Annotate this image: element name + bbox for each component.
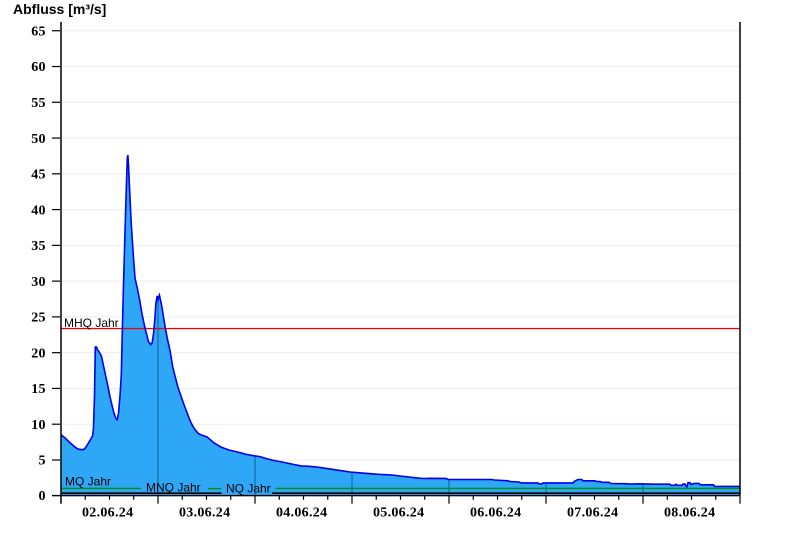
svg-text:50: 50 (31, 132, 46, 147)
svg-text:08.06.24: 08.06.24 (664, 505, 715, 520)
svg-text:Abfluss [m³/s]: Abfluss [m³/s] (13, 1, 106, 17)
svg-text:06.06.24: 06.06.24 (470, 505, 521, 520)
svg-text:60: 60 (31, 60, 46, 75)
svg-text:05.06.24: 05.06.24 (373, 505, 424, 520)
svg-text:MNQ Jahr: MNQ Jahr (146, 480, 201, 494)
svg-text:40: 40 (31, 203, 46, 218)
svg-text:65: 65 (31, 25, 46, 40)
svg-text:55: 55 (31, 96, 46, 111)
svg-text:MHQ Jahr: MHQ Jahr (64, 316, 119, 330)
svg-text:25: 25 (31, 311, 46, 326)
svg-text:02.06.24: 02.06.24 (82, 505, 133, 520)
svg-text:30: 30 (31, 275, 46, 290)
svg-text:07.06.24: 07.06.24 (567, 505, 618, 520)
svg-text:35: 35 (31, 239, 46, 254)
svg-text:0: 0 (38, 489, 45, 504)
svg-text:20: 20 (31, 346, 46, 361)
svg-text:NQ Jahr: NQ Jahr (226, 481, 271, 495)
svg-text:04.06.24: 04.06.24 (276, 505, 327, 520)
svg-text:15: 15 (31, 382, 46, 397)
svg-text:03.06.24: 03.06.24 (179, 505, 230, 520)
svg-text:5: 5 (38, 454, 45, 469)
svg-text:10: 10 (31, 418, 46, 433)
svg-text:MQ Jahr: MQ Jahr (65, 475, 111, 489)
svg-text:45: 45 (31, 168, 46, 183)
